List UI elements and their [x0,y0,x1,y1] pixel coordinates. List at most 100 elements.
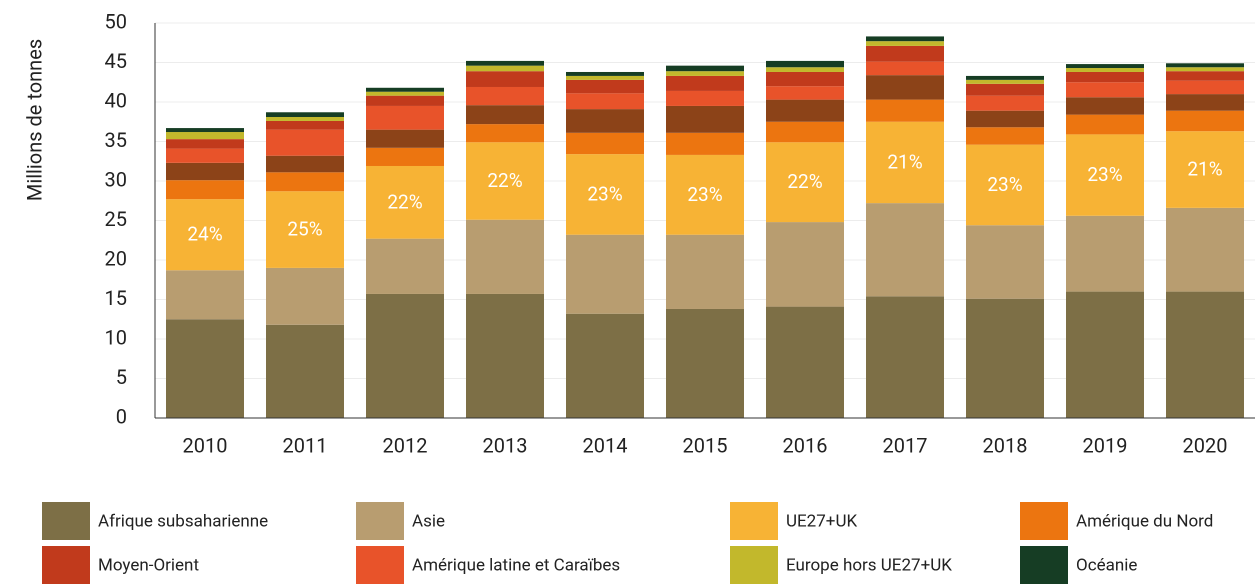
bar-segment [566,75,644,80]
bar-segment [666,65,744,72]
bar-segment [1066,134,1144,216]
bar-segment [366,105,444,130]
x-tick-label: 2015 [683,433,728,457]
bar-segment [366,147,444,166]
x-tick-label: 2019 [1083,433,1128,457]
x-tick-label: 2018 [983,433,1028,457]
bar-segment [366,95,444,106]
legend-swatch [42,502,90,540]
bar-segment [866,45,944,62]
bar-segment [1066,71,1144,83]
bar-segment [866,121,944,204]
bar-segment [166,270,244,320]
bar-segment [766,60,844,68]
bar-segment [466,124,544,143]
share-label: 22% [387,190,422,213]
y-axis-title: Millions de tonnes [22,39,46,201]
share-label: 21% [1187,158,1222,181]
y-tick-label: 40 [105,88,127,112]
bar-segment [466,60,544,66]
bar-segment [466,142,544,220]
bar-segment [866,75,944,100]
bar-segment [1166,71,1244,81]
bar-segment [1166,94,1244,111]
bar-segment [166,199,244,271]
bar-segment [566,154,644,235]
share-label: 24% [187,223,222,246]
bar-segment [866,296,944,418]
bar-segment [166,132,244,140]
share-label: 21% [887,150,922,173]
legend-label: Europe hors UE27+UK [786,555,952,575]
bar-segment [1066,215,1144,292]
bar-segment [766,306,844,418]
bar-segment [266,112,344,118]
share-label: 23% [587,182,622,205]
bar-segment [1166,291,1244,418]
bar-segment [666,154,744,235]
bar-segment [166,139,244,149]
bar-segment [666,234,744,309]
bar-segment [966,79,1044,84]
y-tick-label: 30 [105,167,127,191]
bar-segment [166,180,244,200]
bar-segment [1166,207,1244,292]
legend-label: Amérique du Nord [1076,511,1213,531]
bar-segment [666,90,744,106]
bar-segment [866,203,944,297]
bar-segment [266,324,344,418]
bar-segment [866,61,944,76]
bar-segment [166,319,244,418]
legend-swatch [730,502,778,540]
bar-segment [566,313,644,418]
y-tick-label: 10 [105,325,127,349]
bar-segment [266,172,344,192]
bar-segment [266,267,344,325]
bar-segment [666,105,744,133]
x-tick-label: 2011 [283,433,328,457]
bar-segment [166,148,244,163]
y-tick-label: 20 [105,246,127,270]
bar-segment [566,93,644,110]
x-tick-label: 2014 [583,433,628,457]
bar-segment [466,71,544,87]
bar-segment [966,127,1044,145]
legend-label: Océanie [1076,555,1137,575]
bar-segment [1166,110,1244,132]
y-tick-label: 0 [116,404,127,428]
share-label: 23% [687,183,722,206]
y-tick-label: 50 [105,9,127,33]
legend-swatch [42,546,90,584]
bar-segment [866,99,944,122]
share-label: 23% [987,173,1022,196]
legend-label: Afrique subsaharienne [98,511,268,531]
legend-swatch [1020,502,1068,540]
x-tick-label: 2012 [383,433,428,457]
bar-segment [566,234,644,314]
y-tick-label: 25 [105,207,127,231]
bar-segment [266,155,344,173]
bar-segment [666,132,744,155]
bar-segment [966,225,1044,299]
share-label: 25% [287,218,322,241]
bar-segment [666,308,744,418]
bar-segment [1166,131,1244,208]
bar-segment [766,86,844,100]
bar-segment [966,110,1044,128]
x-tick-label: 2016 [783,433,828,457]
bar-segment [966,95,1044,111]
bar-segment [166,162,244,181]
bar-segment [866,41,944,46]
bar-segment [766,99,844,122]
bar-segment [1166,67,1244,72]
legend-label: Amérique latine et Caraïbes [412,555,620,575]
share-label: 22% [487,169,522,192]
bar-segment [866,36,944,42]
bar-segment [1066,64,1144,69]
bar-segment [766,121,844,143]
bar-segment [1166,63,1244,68]
legend-swatch [356,502,404,540]
bar-segment [966,75,1044,80]
bar-segment [966,144,1044,226]
